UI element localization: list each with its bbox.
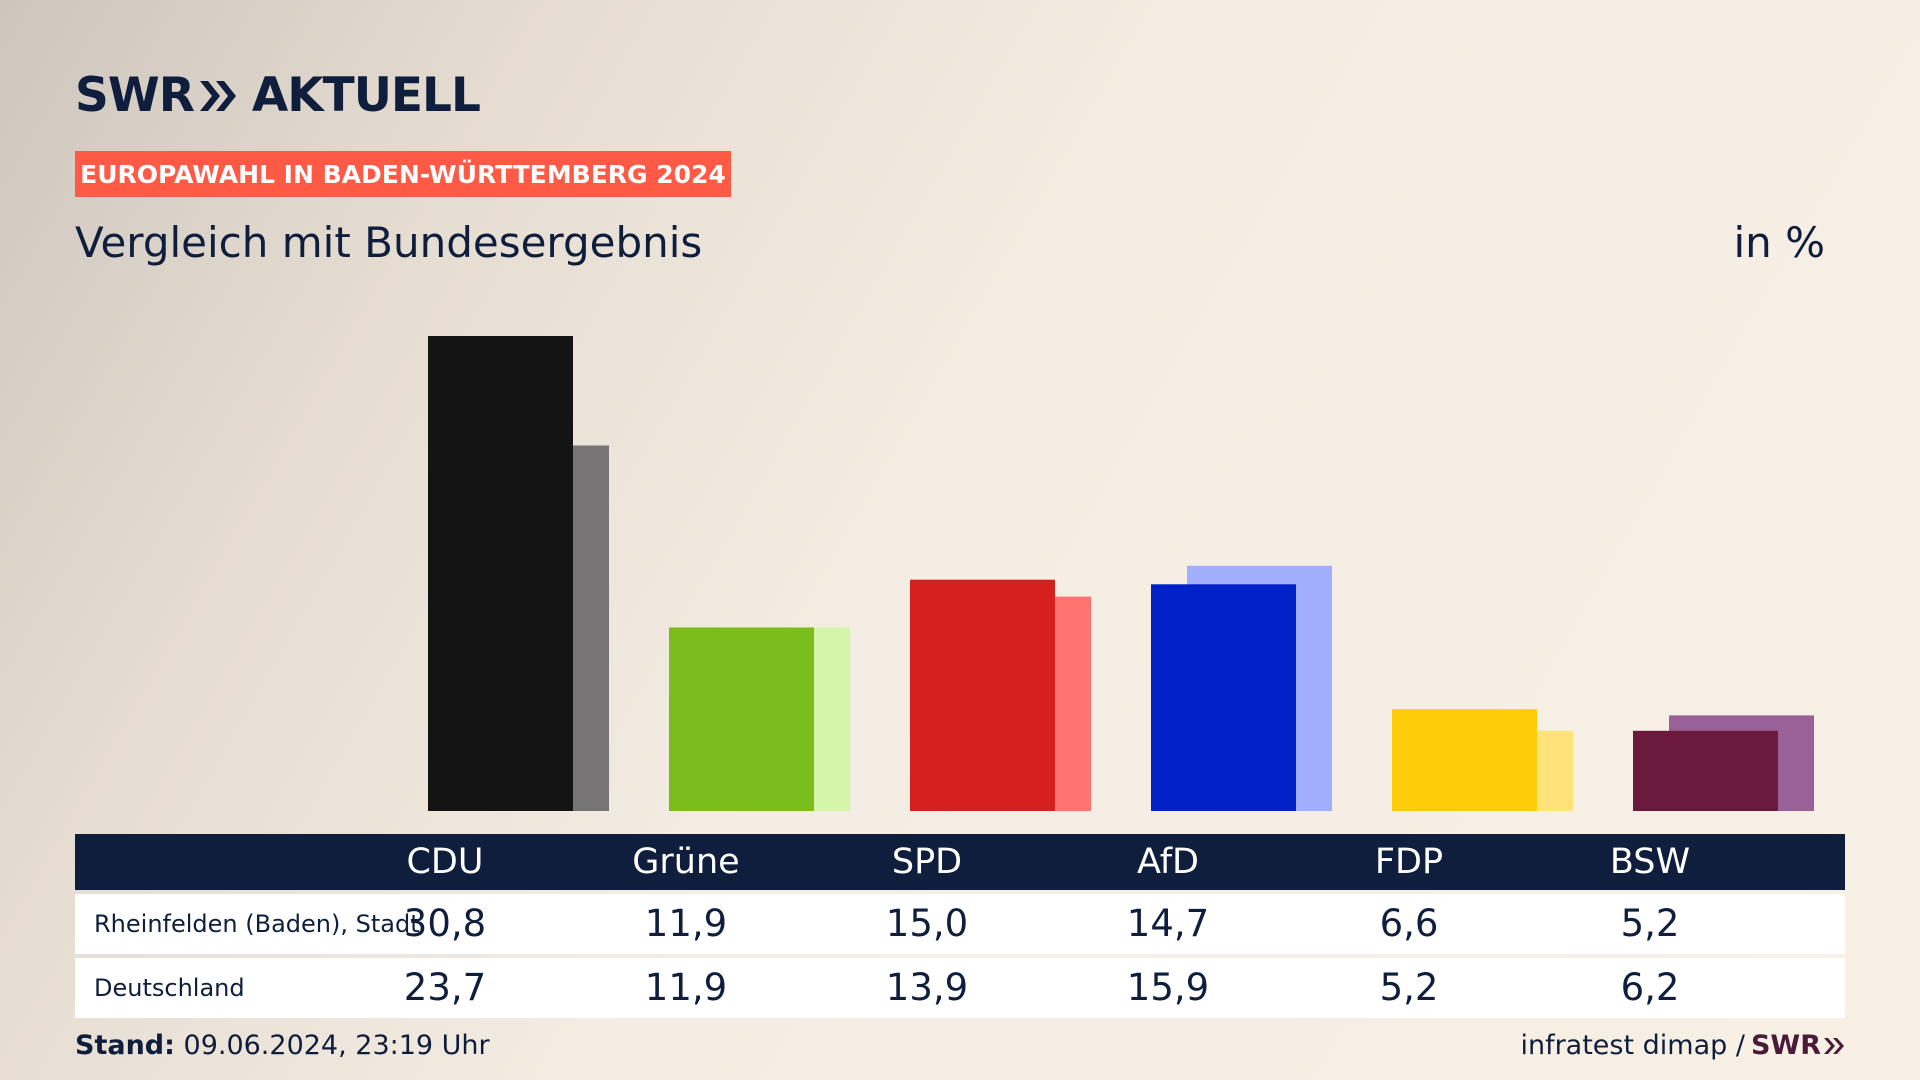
value-cell-bsw: 6,2: [1620, 966, 1680, 1009]
source-text: infratest dimap /: [1520, 1030, 1745, 1061]
event-tag: EUROPAWAHL IN BADEN-WÜRTTEMBERG 2024: [75, 151, 731, 197]
column-header-fdp: FDP: [1374, 842, 1444, 882]
bar-local-spd: [910, 579, 1055, 811]
column-header-cdu: CDU: [406, 842, 484, 882]
value-cell-cdu: 23,7: [403, 966, 487, 1009]
bar-local-bsw: [1633, 730, 1778, 811]
bar-local-afd: [1151, 584, 1296, 811]
results-table: CDU Grüne SPD AfD FDP BSW Rheinfelden (Baden)…: [75, 834, 1845, 1018]
value-cell-grüne: 11,9: [644, 966, 728, 1009]
double-chevron-icon: [199, 80, 236, 111]
row-label-local: Rheinfelden (Baden), Stadt: [94, 910, 420, 938]
value-cell-cdu: 30,8: [403, 902, 487, 945]
column-header-bsw: BSW: [1609, 842, 1691, 882]
table-header: CDU Grüne SPD AfD FDP BSW: [75, 834, 1845, 890]
stand-label: Stand:: [75, 1030, 175, 1061]
column-header-afd: AfD: [1137, 842, 1199, 882]
swr-aktuell-logo: SWR AKTUELL: [75, 68, 481, 123]
value-cell-spd: 15,0: [885, 902, 969, 945]
value-cell-fdp: 5,2: [1379, 966, 1439, 1009]
value-cell-bsw: 5,2: [1620, 902, 1680, 945]
column-header-grüne: Grüne: [632, 842, 740, 882]
bar-chart: [428, 336, 1814, 811]
bar-national-spd: [1055, 596, 1091, 811]
value-cell-afd: 15,9: [1126, 966, 1210, 1009]
bar-local-cdu: [428, 336, 573, 811]
timestamp: Stand: 09.06.2024, 23:19 Uhr: [75, 1030, 490, 1061]
row-label-national: Deutschland: [94, 974, 245, 1002]
source-brand: SWR: [1750, 1030, 1821, 1061]
bar-national-grüne: [814, 627, 850, 811]
logo-aktuell-text: AKTUELL: [251, 68, 481, 123]
stand-value: 09.06.2024, 23:19 Uhr: [183, 1030, 490, 1061]
value-cell-grüne: 11,9: [644, 902, 728, 945]
bar-local-grüne: [669, 627, 814, 811]
chart-unit: in %: [1733, 218, 1825, 267]
column-header-spd: SPD: [891, 842, 963, 882]
value-cell-fdp: 6,6: [1379, 902, 1439, 945]
table-row: Rheinfelden (Baden), Stadt 30,8 11,9 15,0 1…: [75, 894, 1845, 954]
chart-title: Vergleich mit Bundesergebnis: [75, 218, 703, 267]
value-cell-spd: 13,9: [885, 966, 969, 1009]
source-credit: infratest dimap / SWR: [1520, 1030, 1845, 1061]
double-chevron-icon: [1824, 1037, 1844, 1054]
logo-swr-text: SWR: [75, 68, 195, 123]
table-row: Deutschland 23,7 11,9 13,9 15,9 5,2 6,2: [75, 958, 1845, 1018]
bar-national-cdu: [573, 445, 609, 811]
bar-local-fdp: [1392, 709, 1537, 811]
value-cell-afd: 14,7: [1126, 902, 1210, 945]
bar-national-fdp: [1537, 730, 1573, 811]
